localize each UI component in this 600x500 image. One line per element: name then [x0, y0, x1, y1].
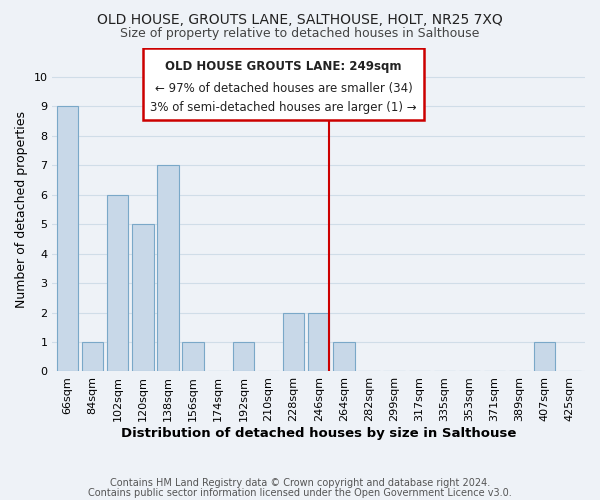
Bar: [182, 342, 204, 372]
Text: OLD HOUSE GROUTS LANE: 249sqm: OLD HOUSE GROUTS LANE: 249sqm: [165, 60, 402, 73]
Bar: [534, 342, 556, 372]
Text: Size of property relative to detached houses in Salthouse: Size of property relative to detached ho…: [121, 28, 479, 40]
Bar: [157, 166, 179, 372]
X-axis label: Distribution of detached houses by size in Salthouse: Distribution of detached houses by size …: [121, 427, 517, 440]
Y-axis label: Number of detached properties: Number of detached properties: [15, 111, 28, 308]
Text: 3% of semi-detached houses are larger (1) →: 3% of semi-detached houses are larger (1…: [150, 102, 417, 114]
Text: OLD HOUSE, GROUTS LANE, SALTHOUSE, HOLT, NR25 7XQ: OLD HOUSE, GROUTS LANE, SALTHOUSE, HOLT,…: [97, 12, 503, 26]
Bar: [57, 106, 78, 372]
Bar: [82, 342, 103, 372]
Bar: [308, 312, 329, 372]
Text: Contains public sector information licensed under the Open Government Licence v3: Contains public sector information licen…: [88, 488, 512, 498]
Text: ← 97% of detached houses are smaller (34): ← 97% of detached houses are smaller (34…: [155, 82, 412, 95]
Text: Contains HM Land Registry data © Crown copyright and database right 2024.: Contains HM Land Registry data © Crown c…: [110, 478, 490, 488]
FancyBboxPatch shape: [143, 48, 424, 120]
Bar: [132, 224, 154, 372]
Bar: [283, 312, 304, 372]
Bar: [233, 342, 254, 372]
Bar: [107, 195, 128, 372]
Bar: [333, 342, 355, 372]
